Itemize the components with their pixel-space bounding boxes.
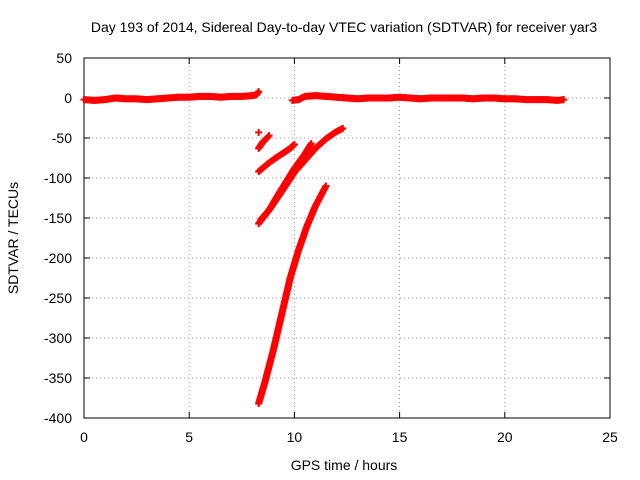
data-point bbox=[501, 95, 518, 103]
data-point bbox=[303, 203, 319, 230]
x-tick-label: 15 bbox=[392, 429, 408, 445]
y-axis-label: SDTVAR / TECUs bbox=[5, 182, 21, 294]
series-4 bbox=[255, 140, 298, 176]
y-tick-label: -100 bbox=[44, 170, 72, 186]
data-point bbox=[560, 96, 568, 104]
y-tick-label: -300 bbox=[44, 330, 72, 346]
data-point bbox=[322, 182, 330, 190]
y-tick-label: -50 bbox=[52, 130, 72, 146]
series-7 bbox=[255, 182, 330, 408]
data-point bbox=[269, 311, 285, 354]
series-0 bbox=[80, 88, 263, 104]
data-point bbox=[255, 379, 269, 408]
x-tick-label: 20 bbox=[497, 429, 513, 445]
y-tick-label: 0 bbox=[64, 90, 72, 106]
x-ticks: 0 5 10 15 20 25 bbox=[80, 58, 618, 445]
data-point bbox=[286, 247, 302, 282]
grid bbox=[84, 58, 610, 418]
data-point bbox=[385, 93, 402, 102]
data-points bbox=[80, 88, 568, 408]
data-point bbox=[339, 124, 347, 132]
y-tick-label: -400 bbox=[44, 410, 72, 426]
series-3 bbox=[255, 132, 273, 152]
data-point bbox=[322, 128, 339, 143]
y-tick-label: -150 bbox=[44, 210, 72, 226]
x-tick-label: 25 bbox=[602, 429, 618, 445]
series-1 bbox=[288, 92, 568, 104]
data-point bbox=[217, 93, 234, 101]
data-point bbox=[278, 145, 293, 158]
data-point bbox=[255, 88, 263, 96]
data-point bbox=[553, 96, 566, 104]
data-point bbox=[290, 140, 298, 148]
y-tick-label: -200 bbox=[44, 250, 72, 266]
x-tick-label: 10 bbox=[287, 429, 303, 445]
chart-title: Day 193 of 2014, Sidereal Day-to-day VTE… bbox=[91, 19, 597, 35]
data-point bbox=[307, 140, 315, 148]
data-point bbox=[459, 94, 476, 103]
x-tick-label: 5 bbox=[185, 429, 193, 445]
data-point bbox=[301, 145, 319, 164]
y-tick-label: 50 bbox=[56, 50, 72, 66]
y-tick-label: -350 bbox=[44, 370, 72, 386]
x-tick-label: 0 bbox=[80, 429, 88, 445]
y-tick-label: -250 bbox=[44, 290, 72, 306]
x-axis-label: GPS time / hours bbox=[291, 457, 398, 473]
data-point bbox=[427, 94, 444, 102]
data-point bbox=[255, 128, 263, 136]
data-point bbox=[417, 94, 434, 103]
y-ticks: 50 0 -50 -100 -150 -200 -250 -300 -350 -400 bbox=[44, 50, 610, 426]
series-6 bbox=[255, 124, 347, 228]
data-point bbox=[278, 275, 294, 318]
plot-frame bbox=[83, 57, 611, 419]
data-point bbox=[265, 132, 273, 140]
series-2 bbox=[255, 128, 263, 136]
